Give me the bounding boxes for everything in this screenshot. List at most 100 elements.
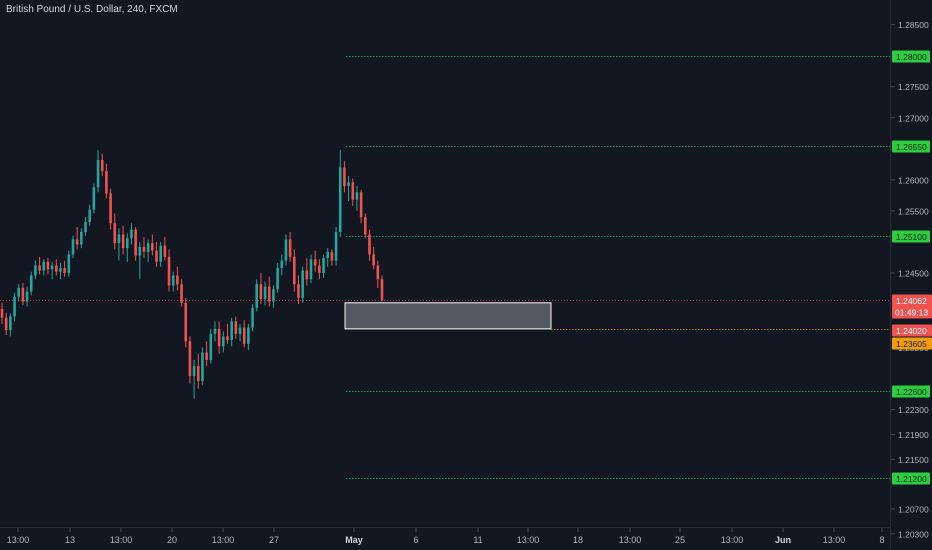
bar-countdown-label: 01:49:13	[895, 308, 928, 318]
candle-body	[34, 265, 37, 276]
level-price-label: 1.26550	[896, 142, 927, 152]
candle-body	[54, 265, 58, 272]
x-tick-label: 13:00	[721, 535, 744, 545]
candle-body	[80, 232, 83, 245]
candle-body	[376, 265, 380, 280]
candle-body	[355, 192, 359, 200]
candle-body	[293, 256, 296, 285]
chart-overlays	[0, 300, 891, 330]
level-price-tag	[892, 472, 930, 485]
x-tick-label: Jun	[775, 535, 791, 545]
candle-body	[301, 270, 304, 298]
level-price-label: 1.21200	[896, 474, 927, 484]
candle-body	[17, 287, 20, 297]
candle-body	[297, 284, 300, 298]
price-axis-labels: 1.28000 1.26550 1.25100 1.22600 1.21200 1.240…	[892, 50, 932, 485]
candle-body	[117, 234, 121, 244]
candle-body	[9, 316, 12, 331]
candle-body	[255, 284, 259, 308]
zone-bottom-label: 1.23605	[896, 339, 927, 349]
candle-body	[330, 251, 334, 261]
supply-demand-zone[interactable]	[344, 302, 552, 330]
candle-body	[359, 192, 363, 218]
x-tick-label: May	[345, 535, 363, 545]
candle-body	[288, 239, 292, 257]
candle-body	[380, 279, 384, 301]
candle-body	[180, 284, 183, 303]
candle-body	[21, 287, 25, 302]
candle-body	[84, 222, 87, 233]
x-tick-label: 13:00	[823, 535, 846, 545]
y-tick-label: 1.20700	[898, 504, 929, 514]
y-tick-label: 1.22300	[898, 405, 929, 415]
candle-body	[171, 275, 175, 286]
y-tick-label: 1.20300	[898, 529, 929, 539]
candle-body	[263, 286, 267, 300]
x-tick-label: 13	[65, 535, 75, 545]
candle-body	[205, 352, 208, 360]
candle-body	[59, 268, 62, 272]
candle-body	[105, 171, 108, 194]
x-tick-label: 20	[167, 535, 177, 545]
candle-body	[196, 366, 200, 382]
candle-body	[234, 321, 238, 334]
candle-body	[192, 366, 196, 377]
level-price-label: 1.25100	[896, 232, 927, 242]
x-tick-label: 13:00	[110, 535, 133, 545]
level-price-tag	[892, 230, 930, 243]
candle-body	[151, 243, 154, 251]
last-price-tag	[892, 294, 932, 319]
candlestick-series	[0, 150, 384, 399]
candle-body	[364, 217, 367, 235]
candle-body	[247, 327, 250, 344]
candle-body	[238, 327, 242, 334]
candle-body	[146, 243, 150, 252]
level-price-label: 1.22600	[896, 387, 927, 397]
x-tick-label: 11	[473, 535, 482, 545]
candle-body	[280, 260, 284, 269]
time-axis[interactable]: 13:00 13 13:00 20 13:00 27 May 6 11 13:00 18 13:00 2…	[7, 528, 885, 545]
candle-body	[251, 307, 254, 328]
candle-body	[125, 238, 129, 249]
candle-body	[368, 234, 371, 255]
candle-body	[25, 291, 29, 302]
candle-body	[188, 341, 192, 377]
x-tick-label: 18	[573, 535, 583, 545]
symbol-title[interactable]: British Pound / U.S. Dollar, 240, FXCM	[6, 4, 178, 15]
candle-body	[75, 239, 79, 245]
y-tick-label: 1.27500	[898, 82, 929, 92]
candle-body	[334, 232, 338, 261]
candle-body	[213, 328, 217, 334]
y-tick-label: 1.28500	[898, 20, 929, 30]
candle-body	[96, 159, 100, 188]
y-tick-label: 1.21500	[898, 455, 929, 465]
candle-body	[222, 336, 225, 347]
candle-body	[305, 270, 309, 280]
candle-body	[109, 193, 112, 224]
candle-body	[326, 251, 330, 259]
horizontal-levels	[346, 56, 891, 479]
candle-body	[63, 268, 66, 273]
candle-body	[130, 229, 133, 239]
candle-body	[322, 258, 325, 273]
candle-body	[318, 265, 321, 273]
candle-body	[92, 187, 96, 210]
candle-body	[50, 265, 54, 270]
level-price-tag	[892, 50, 930, 63]
x-tick-label: 6	[413, 535, 418, 545]
x-tick-label: 13:00	[517, 535, 540, 545]
candle-body	[184, 302, 188, 342]
x-tick-label: 8	[879, 535, 884, 545]
candle-body	[226, 336, 229, 341]
candle-body	[201, 352, 204, 382]
x-tick-label: 13:00	[7, 535, 30, 545]
candle-body	[347, 182, 350, 187]
x-tick-label: 25	[675, 535, 685, 545]
y-tick-label: 1.26000	[898, 175, 929, 185]
candle-body	[242, 327, 246, 344]
candle-body	[142, 246, 146, 252]
candle-body	[46, 261, 50, 270]
candle-body	[259, 284, 263, 300]
x-tick-label: 13:00	[212, 535, 235, 545]
